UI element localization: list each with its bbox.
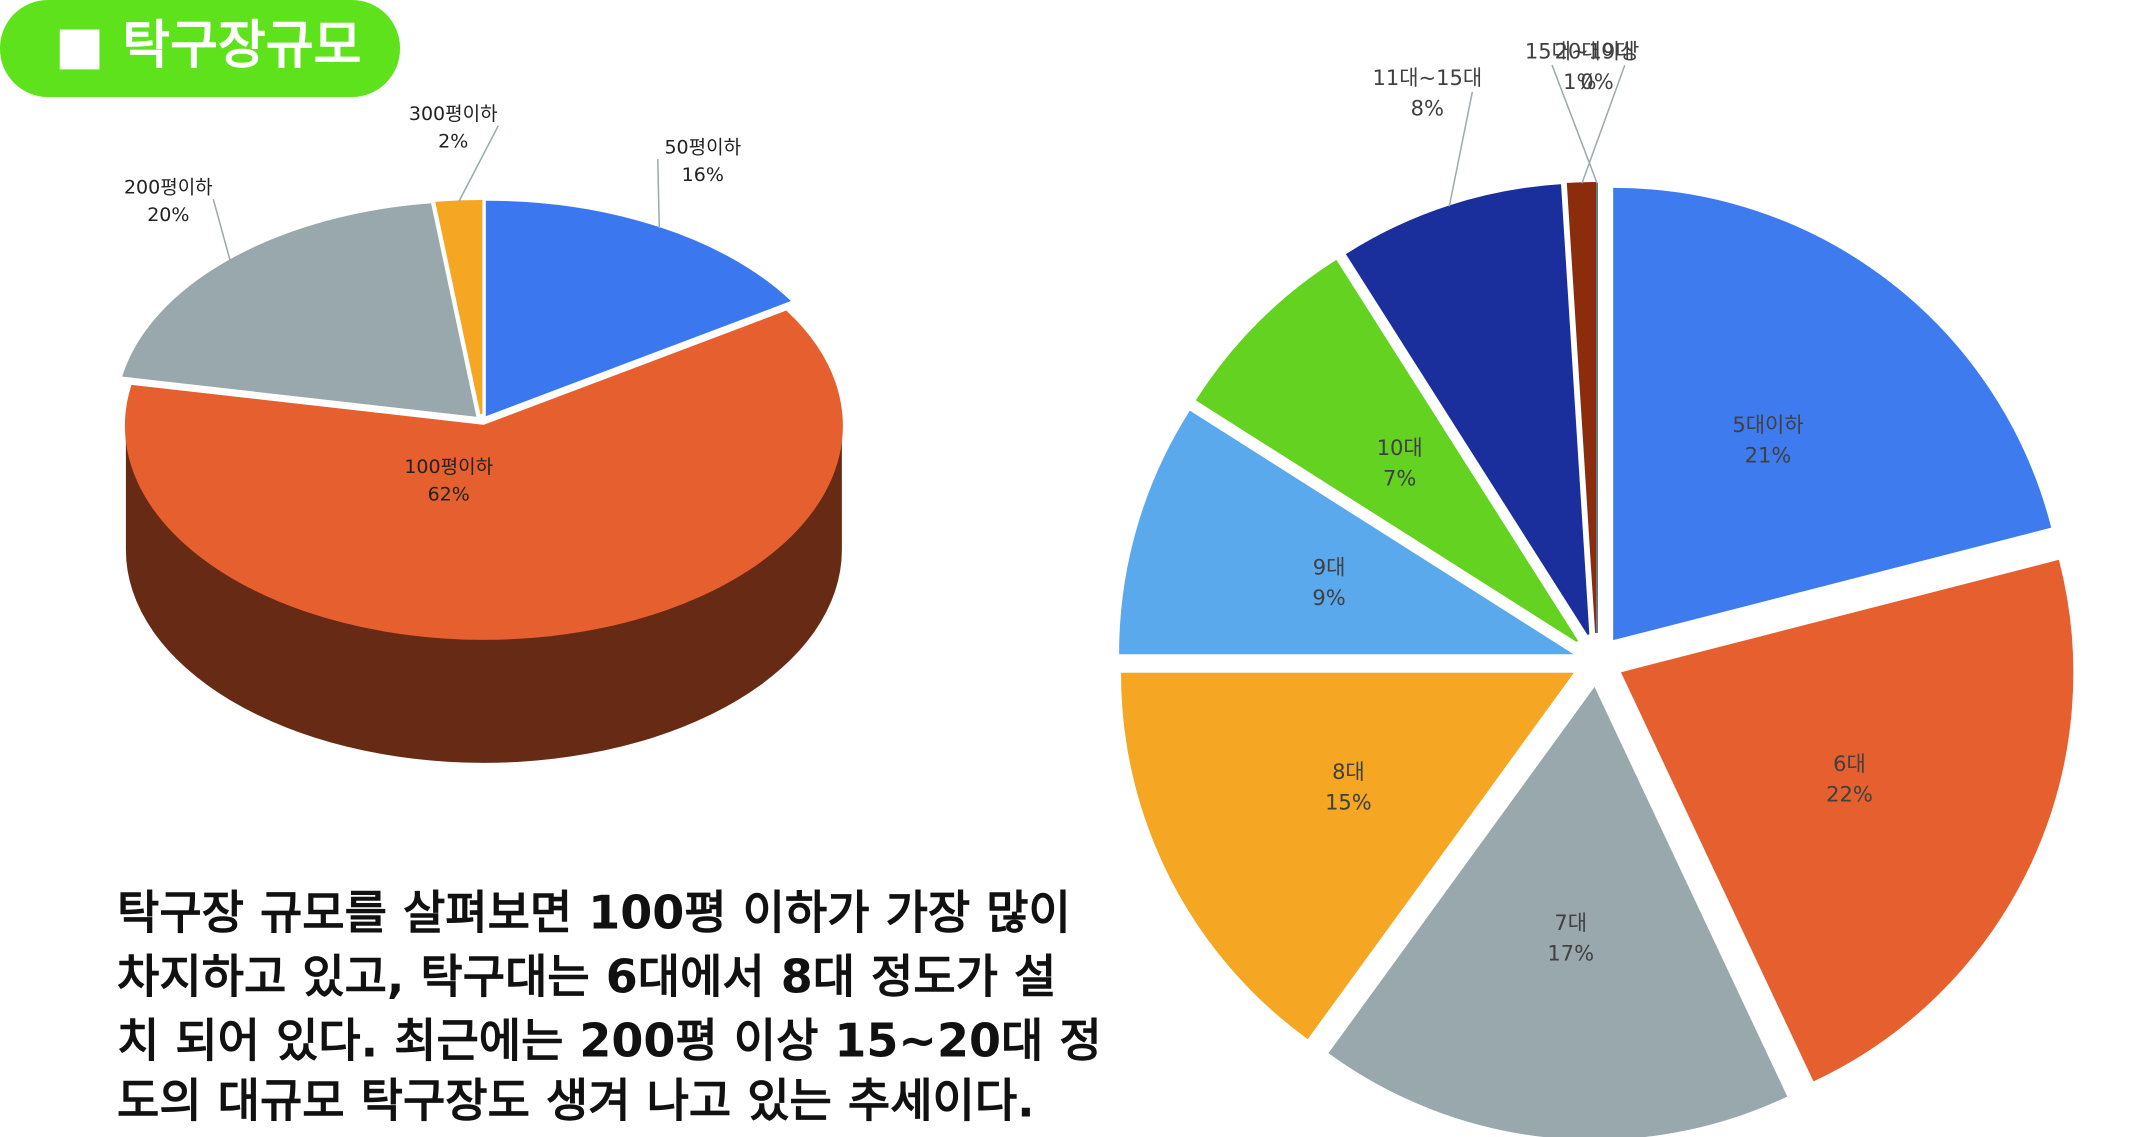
slice-value-label: 2% (438, 131, 468, 153)
slice-value-label: 20% (147, 204, 189, 226)
slice-label: 5대이하 (1732, 413, 1803, 437)
slice (124, 310, 843, 640)
description-line: 탁구장 규모를 살펴보면 100평 이하가 가장 많이 (117, 886, 1071, 940)
slice-value-label: 8% (1411, 97, 1444, 121)
slice (122, 203, 477, 417)
slice-value-label: 0% (1580, 70, 1613, 94)
leader-line (1551, 64, 1598, 184)
slice-side (125, 425, 842, 763)
slice-value-label: 1% (1563, 70, 1596, 94)
slice-label: 11대~15대 (1373, 66, 1483, 90)
header-title: ■ 탁구장규모 (55, 16, 361, 76)
slice (435, 200, 483, 415)
header-badge (0, 0, 400, 97)
slice-label: 10대 (1377, 436, 1423, 460)
description-line: 차지하고 있고, 탁구대는 6대에서 8대 정도가 설 (117, 950, 1056, 1004)
leader-line (212, 199, 231, 261)
slice-label: 7대 (1554, 911, 1587, 935)
slice-label: 50평이하 (664, 136, 741, 158)
slice (1620, 559, 2074, 1082)
leader-line (458, 125, 499, 202)
slice-value-label: 17% (1547, 942, 1594, 966)
slice-label: 300평이하 (409, 103, 498, 125)
description-line: 치 되어 있다. 최근에는 200평 이상 15~20대 정 (117, 1014, 1102, 1068)
slice (1195, 259, 1579, 643)
slice-label: 20대이상 (1555, 39, 1640, 63)
description-line: 도의 대규모 탁구장도 생겨 나고 있는 추세이다. (117, 1074, 1035, 1128)
slice (1345, 184, 1590, 635)
slice-label: 100평이하 (404, 456, 493, 478)
slice-label: 200평이하 (124, 176, 213, 198)
slice-label: 6대 (1833, 752, 1866, 776)
slice-label: 15대~19대 (1525, 40, 1635, 64)
slice-label: 9대 (1313, 555, 1346, 579)
slice-value-label: 62% (428, 484, 470, 506)
slice (1613, 187, 2052, 641)
slice-value-label: 9% (1312, 586, 1345, 610)
leader-line (1448, 91, 1474, 207)
slice (485, 200, 791, 417)
slice-value-label: 15% (1325, 790, 1372, 814)
slice-value-label: 16% (682, 164, 724, 186)
leader-line (657, 159, 661, 229)
slice (1121, 672, 1575, 1040)
slice-value-label: 7% (1383, 466, 1416, 490)
slice-value-label: 22% (1826, 783, 1873, 807)
slice (1119, 410, 1574, 655)
slice-label: 8대 (1332, 760, 1365, 784)
slice-value-label: 21% (1745, 443, 1792, 467)
